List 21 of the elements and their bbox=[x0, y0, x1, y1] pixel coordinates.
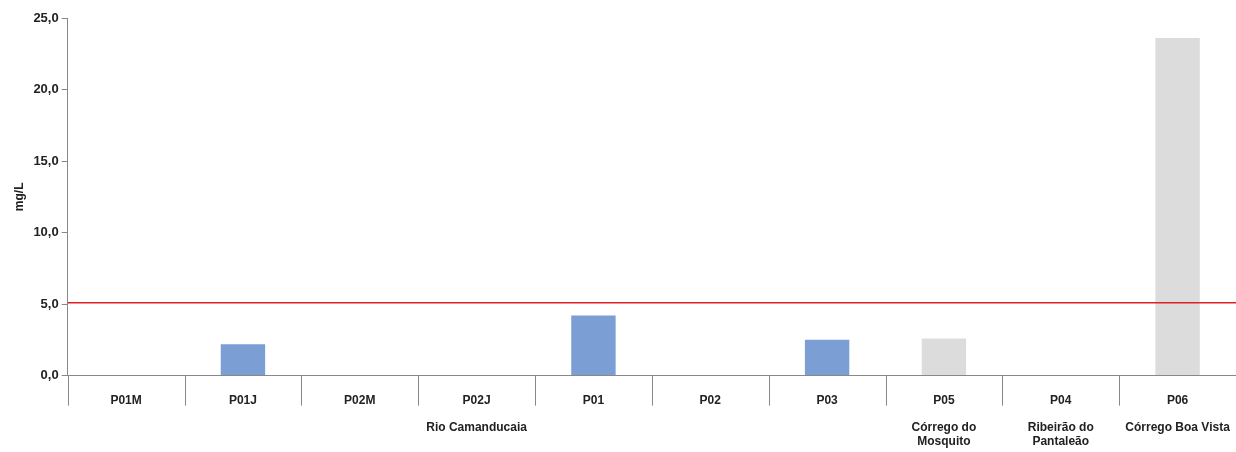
y-tick-label: 0,0 bbox=[40, 367, 59, 383]
x-tick-label: P01 bbox=[582, 393, 605, 408]
x-tick-label: P01J bbox=[228, 393, 257, 408]
text: Ribeirão do Pantaleão bbox=[1027, 420, 1094, 449]
text: Rio Camanducaia bbox=[426, 420, 528, 435]
text: Córrego Boa Vista bbox=[1125, 420, 1231, 435]
x-tick-label: P02M bbox=[344, 393, 376, 408]
y-tick-label: 5,0 bbox=[40, 295, 59, 311]
text: Córrego do Mosquito bbox=[911, 420, 977, 449]
y-tick-label: 20,0 bbox=[33, 81, 59, 97]
y-tick-label: 15,0 bbox=[33, 152, 59, 168]
y-tick-label: 10,0 bbox=[33, 224, 59, 240]
x-tick-label: P05 bbox=[933, 393, 955, 408]
x-tick-label: P04 bbox=[1050, 393, 1072, 408]
x-tick-label: P02J bbox=[462, 393, 491, 408]
x-tick-label: P01M bbox=[110, 393, 142, 408]
x-tick-label: P06 bbox=[1166, 393, 1189, 408]
y-axis-title: mg/L bbox=[11, 182, 26, 212]
x-tick-label: P03 bbox=[816, 393, 839, 408]
x-tick-label: P02 bbox=[699, 393, 722, 408]
y-tick-label: 25,0 bbox=[33, 9, 59, 25]
